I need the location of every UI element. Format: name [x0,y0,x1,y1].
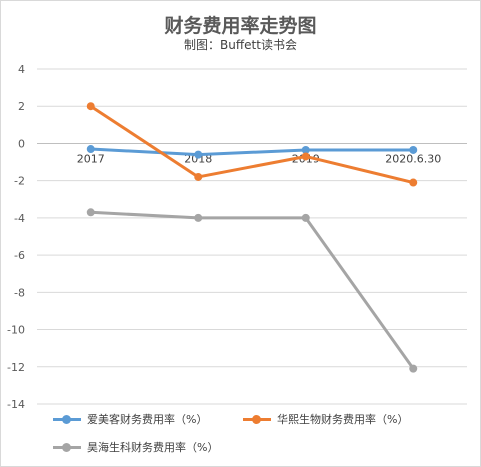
data-point [301,145,310,154]
data-point [301,213,310,222]
y-tick-label: 2 [18,100,25,113]
data-point [86,145,95,154]
series-line [89,104,415,185]
y-tick-label: -8 [14,286,25,299]
data-point [409,364,418,373]
series-line [89,147,415,157]
data-point [194,172,203,181]
data-point [194,213,203,222]
y-tick-label: -6 [14,249,25,262]
series-line [89,210,415,371]
data-point [409,178,418,187]
y-tick-label: -10 [7,324,25,337]
data-point [86,102,95,111]
y-tick-label: -4 [14,212,25,225]
y-tick-label: -14 [7,398,25,411]
chart-subtitle: 制图：Buffett读书会 [184,38,297,52]
data-point [301,152,310,161]
y-tick-label: 0 [18,137,25,150]
data-point [194,150,203,159]
x-tick-label: 2017 [77,152,105,165]
y-tick-label: -2 [14,175,25,188]
x-tick-label: 2020.6.30 [385,152,441,165]
y-tick-label: -12 [7,361,25,374]
data-point [409,145,418,154]
data-point [86,208,95,217]
chart-title: 财务费用率走势图 [164,15,317,37]
y-tick-label: 4 [18,63,25,76]
